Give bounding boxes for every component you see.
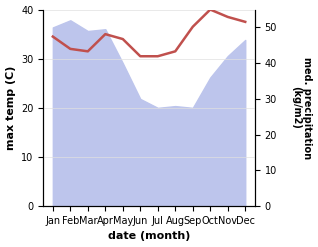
Y-axis label: max temp (C): max temp (C) [5,66,16,150]
X-axis label: date (month): date (month) [108,231,190,242]
Y-axis label: med. precipitation
(kg/m2): med. precipitation (kg/m2) [291,57,313,159]
